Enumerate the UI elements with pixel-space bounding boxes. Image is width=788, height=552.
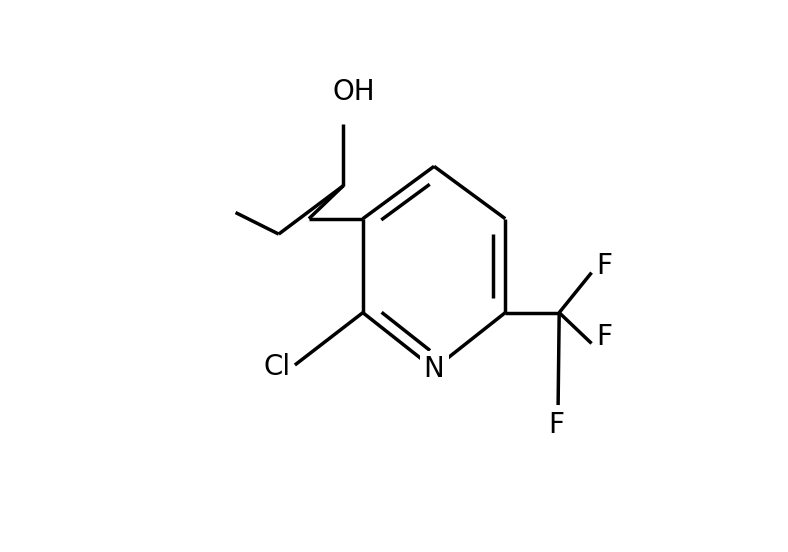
Text: F: F xyxy=(548,411,564,439)
Text: Cl: Cl xyxy=(264,353,291,380)
Text: F: F xyxy=(596,323,611,351)
Text: OH: OH xyxy=(333,78,376,107)
Text: N: N xyxy=(424,355,444,383)
Text: F: F xyxy=(596,252,611,280)
